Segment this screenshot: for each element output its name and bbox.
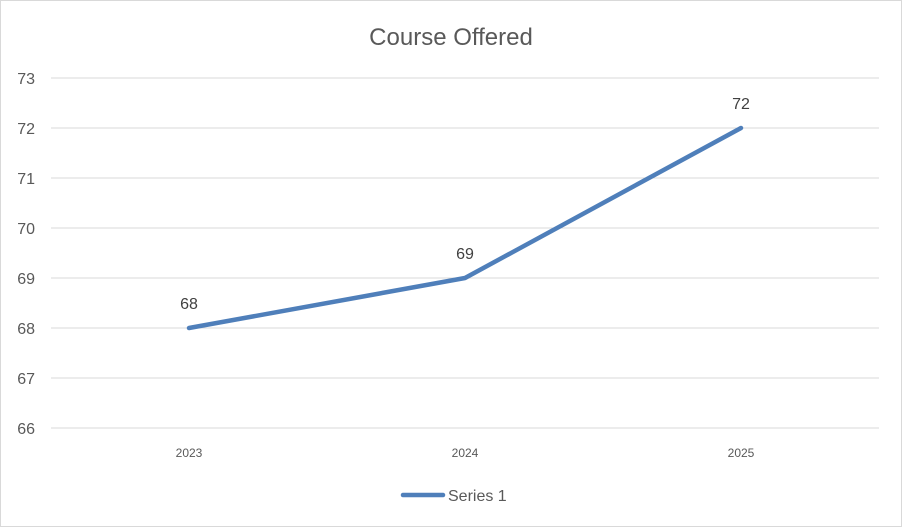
y-tick-label: 68	[17, 321, 35, 338]
x-tick-label: 2024	[452, 446, 479, 460]
y-tick-label: 70	[17, 221, 35, 238]
data-labels: 68 69 72	[180, 96, 750, 313]
legend: Series 1	[400, 488, 507, 505]
y-tick-label: 73	[17, 71, 35, 88]
data-label: 68	[180, 296, 198, 313]
y-tick-label: 67	[17, 371, 35, 388]
x-tick-label: 2023	[176, 446, 203, 460]
series-lines	[186, 125, 744, 331]
y-tick-label: 66	[17, 421, 35, 438]
data-label: 72	[732, 96, 750, 113]
x-tick-label: 2025	[728, 446, 755, 460]
y-tick-label: 69	[17, 271, 35, 288]
chart-title: Course Offered	[369, 24, 533, 51]
y-axis-ticks: 66 67 68 69 70 71 72 73	[17, 71, 35, 438]
x-axis-ticks: 2023 2024 2025	[176, 446, 755, 460]
y-tick-label: 71	[17, 171, 35, 188]
y-tick-label: 72	[17, 121, 35, 138]
data-label: 69	[456, 246, 474, 263]
legend-label: Series 1	[448, 488, 507, 505]
